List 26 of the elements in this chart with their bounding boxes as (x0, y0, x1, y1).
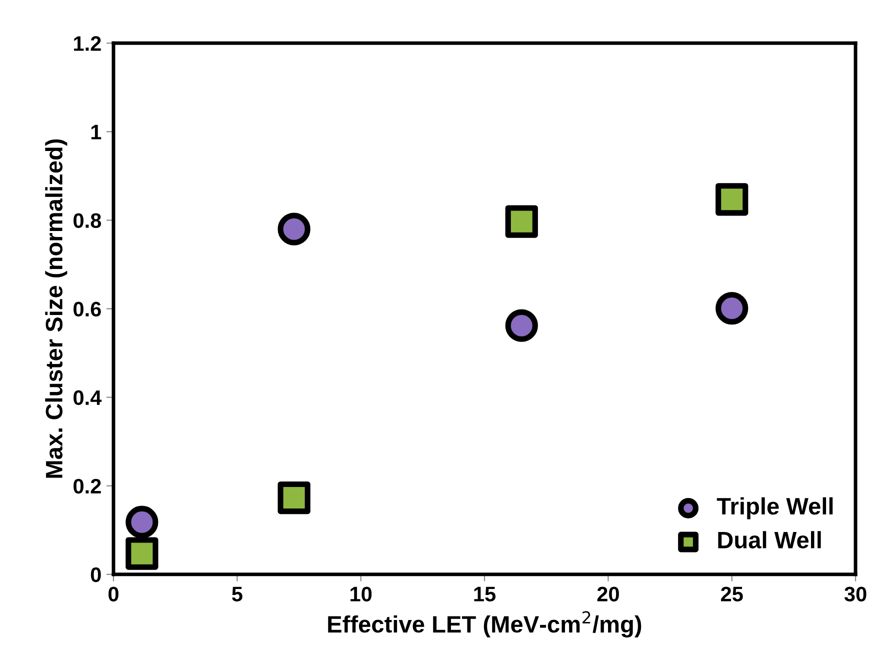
x-tick-label: 30 (844, 586, 866, 602)
x-tick-label: 10 (350, 586, 372, 602)
y-axis-title: Max. Cluster Size (normalized) (45, 139, 68, 478)
point (126, 506, 158, 538)
point (278, 481, 310, 514)
x-tick-label: 5 (232, 586, 242, 602)
point (505, 205, 538, 238)
legend-label: Triple Well (716, 497, 833, 520)
point (716, 292, 748, 325)
point (505, 309, 538, 342)
x-axis-title: Effective LET (MeV-cm$^{2}$/mg) (328, 611, 642, 638)
x-tick-label: 20 (597, 586, 619, 602)
y-tick-label: 0.6 (74, 302, 101, 317)
y-tick-label: 0 (90, 567, 101, 582)
x-tick-label: 0 (108, 586, 118, 602)
y-tick-label: 0.2 (74, 478, 101, 494)
y-tick-label: 0.4 (74, 390, 102, 406)
x-tick-label: 15 (474, 586, 496, 602)
y-tick-label: 1.2 (74, 36, 101, 51)
point (278, 212, 310, 246)
point (126, 537, 158, 570)
legend-label: Dual Well (718, 531, 821, 548)
y-tick-label: 1 (91, 124, 102, 140)
point (716, 183, 748, 216)
y-tick-label: 0.8 (74, 213, 102, 228)
x-tick-label: 25 (721, 586, 743, 602)
